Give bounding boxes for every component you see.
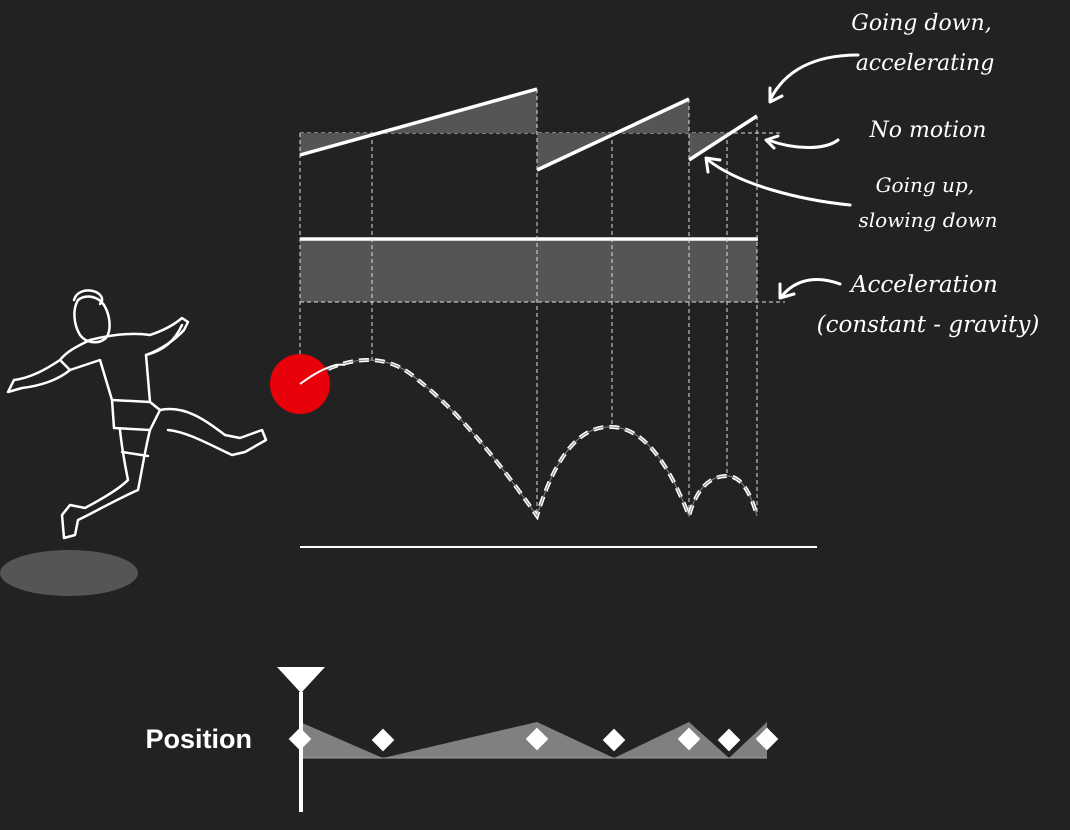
velocity-segment-1 xyxy=(299,87,538,157)
keyframe-diamond-icon[interactable] xyxy=(677,727,701,751)
keyframe-diamond-icon[interactable] xyxy=(288,727,312,751)
keyframe-diamond-icon[interactable] xyxy=(602,728,626,752)
annotation-acceleration: Acceleration (constant - gravity) xyxy=(817,272,1040,338)
player-figure-icon xyxy=(6,289,268,540)
arrow-acceleration xyxy=(780,278,842,298)
velocity-segment-2 xyxy=(536,97,690,172)
annotation-arrows xyxy=(704,53,860,300)
keyframes xyxy=(288,727,779,752)
annotation-going-down: Going down, accelerating xyxy=(851,11,998,76)
keyframe-diamond-icon[interactable] xyxy=(525,727,549,751)
annotation-no-motion: No motion xyxy=(869,118,987,143)
timeline-label: Position xyxy=(146,724,253,754)
keyframe-diamond-icon[interactable] xyxy=(717,728,741,752)
player-shadow xyxy=(0,550,138,596)
ball-trajectory xyxy=(298,358,759,523)
time-guides xyxy=(299,89,758,516)
arrow-no-motion xyxy=(766,138,840,149)
arrow-going-down xyxy=(768,53,860,102)
playhead-icon[interactable] xyxy=(277,667,325,693)
arrow-going-up xyxy=(706,158,852,207)
keyframe-diamond-icon[interactable] xyxy=(755,727,779,751)
keyframe-diamond-icon[interactable] xyxy=(371,728,395,752)
acceleration-band xyxy=(300,239,757,302)
annotation-going-up: Going up, slowing down xyxy=(858,173,997,232)
velocity-segment-3 xyxy=(688,114,758,162)
